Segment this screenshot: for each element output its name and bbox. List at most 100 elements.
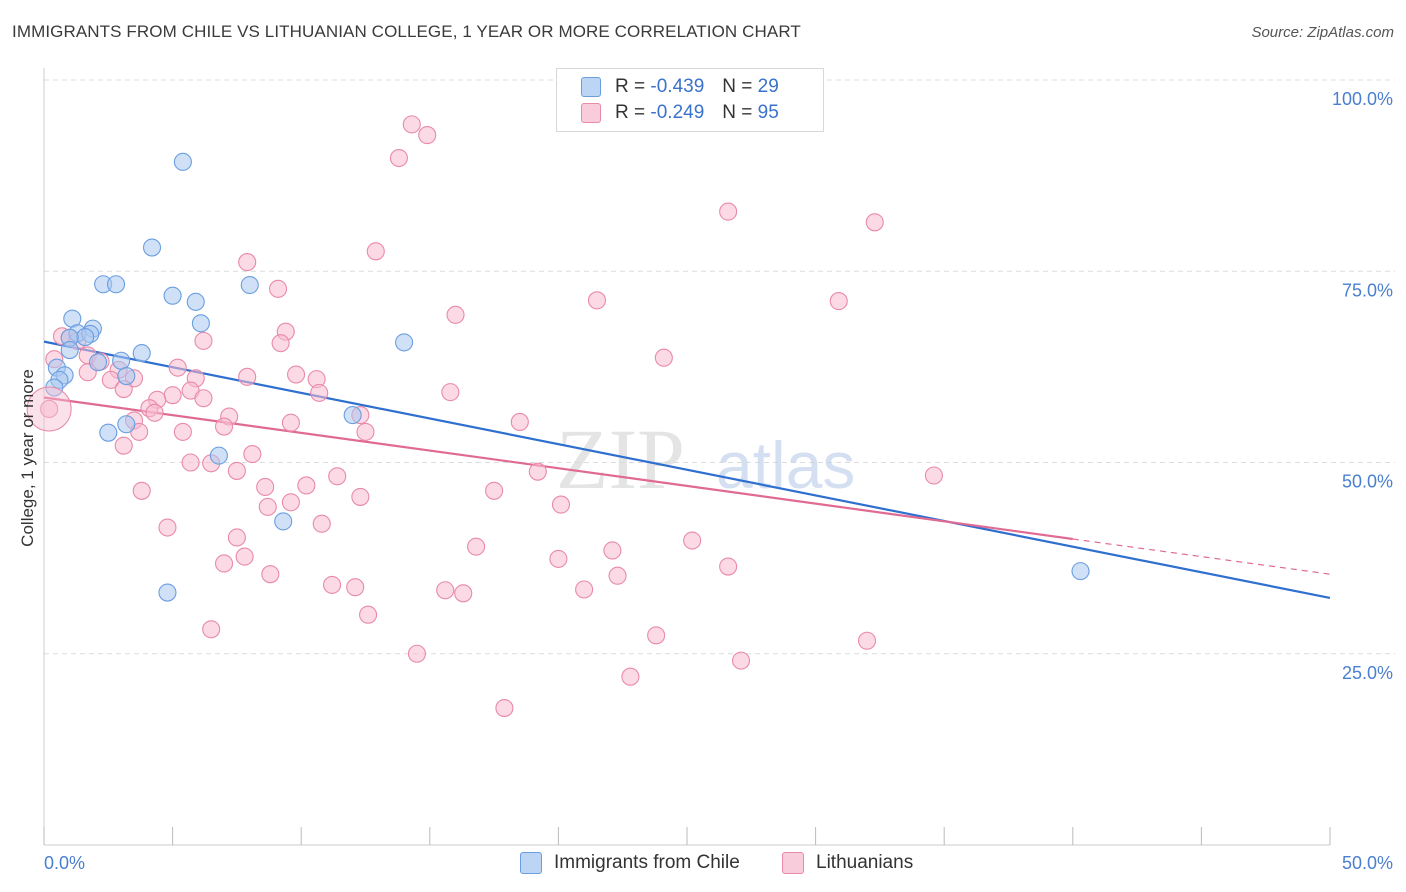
lithuanian-point [158, 518, 177, 537]
chile-point [117, 367, 136, 386]
lithuanian-point [857, 631, 877, 650]
lithuanian-point [510, 412, 529, 432]
lithuanian-point [243, 445, 262, 464]
lithuanian-point [194, 331, 213, 350]
lithuanian-trend-extension [1072, 538, 1331, 575]
lithuanian-point [132, 481, 151, 500]
lithuanian-point [312, 514, 331, 533]
lithuanian-point [323, 575, 342, 594]
tick-labels: 100.0% 75.0% 50.0% 25.0% 0.0% 50.0% [44, 89, 1393, 873]
chile-point [60, 340, 79, 360]
lithuanian-point [168, 358, 187, 377]
legend-r-label: R = [615, 76, 646, 97]
lithuanian-point [402, 115, 421, 134]
lithuanian-point [346, 578, 365, 597]
stats-legend: R = -0.439 N = 29 R = -0.249 N = 95 [556, 68, 824, 132]
chile-point [88, 353, 108, 372]
lithuanian-point [549, 549, 568, 568]
lithuanian-point [528, 462, 547, 481]
data-points [26, 115, 1090, 718]
chile-point [99, 423, 118, 442]
lithuanian-cluster [26, 386, 72, 432]
chile-point [209, 446, 228, 465]
lithuanian-point [163, 386, 182, 405]
lithuanian-point [608, 566, 627, 585]
lithuanian-point [261, 565, 280, 584]
lithuanian-point [281, 493, 300, 512]
lithuanian-point [145, 403, 164, 422]
chile-point [112, 351, 131, 370]
lithuanian-point [366, 242, 385, 261]
bottom-swatch-lithuanians [782, 852, 804, 874]
legend-swatch-lithuanians [581, 103, 601, 123]
trend-lines [43, 340, 1331, 599]
y-tick-label: 75.0% [1342, 280, 1393, 300]
lithuanian-point [683, 531, 702, 550]
lithuanian-point [359, 605, 378, 624]
legend-r-value: -0.249 [650, 102, 705, 123]
lithuanian-point [235, 547, 254, 566]
x-tick-label-max: 50.0% [1342, 853, 1393, 873]
lithuanian-point [310, 383, 329, 402]
lithuanian-point [719, 557, 738, 576]
lithuanian-point [238, 253, 257, 272]
chile-trend-line [43, 340, 1331, 599]
bottom-legend-lithuanians-label: Lithuanians [816, 852, 914, 873]
legend-n-value: 95 [757, 102, 779, 123]
lithuanian-point [328, 467, 347, 486]
lithuanian-point [114, 436, 133, 455]
lithuanian-point [719, 202, 738, 221]
chile-point [186, 292, 205, 311]
lithuanian-point [269, 279, 288, 298]
y-tick-label: 25.0% [1342, 663, 1393, 683]
chile-point [117, 415, 136, 434]
bottom-legend-lithuanians: Lithuanians [782, 852, 913, 874]
lithuanian-point [485, 481, 504, 500]
lithuanian-point [621, 667, 640, 686]
legend-n-value: 29 [757, 76, 779, 97]
chile-point [240, 275, 259, 295]
lithuanian-point [202, 620, 221, 639]
legend-row-lithuanians: R = -0.249 N = 95 [581, 100, 779, 126]
chile-point [106, 275, 126, 294]
lithuanian-point [495, 699, 514, 718]
legend-swatch-chile [581, 77, 601, 97]
chart-title: IMMIGRANTS FROM CHILE VS LITHUANIAN COLL… [12, 22, 801, 41]
lithuanian-point [271, 334, 290, 353]
chile-point [76, 327, 95, 347]
legend-r-label: R = [615, 102, 646, 123]
lithuanian-point [227, 528, 246, 547]
lithuanian-point [287, 365, 306, 384]
lithuanian-point [436, 581, 455, 600]
chile-point [158, 583, 177, 602]
lithuanian-point [654, 348, 673, 367]
axes [43, 68, 1331, 846]
lithuanian-point [238, 367, 257, 386]
lithuanian-point [575, 580, 594, 599]
legend-n-label: N = [722, 76, 753, 97]
chile-point [142, 238, 162, 257]
lithuanian-point [647, 626, 666, 645]
y-axis-label: College, 1 year or more [18, 369, 37, 547]
chile-point [1071, 562, 1090, 581]
lithuanian-point [256, 477, 275, 497]
lithuanian-point [829, 292, 848, 311]
legend-r-value: -0.439 [650, 76, 705, 97]
chile-point [343, 406, 362, 425]
lithuanian-point [446, 305, 465, 324]
lithuanian-point [351, 487, 370, 506]
lithuanian-point [454, 584, 473, 603]
lithuanian-point [356, 422, 375, 441]
lithuanian-point [297, 476, 316, 495]
bottom-legend-chile: Immigrants from Chile [520, 852, 740, 874]
lithuanian-point [407, 644, 426, 663]
lithuanian-point [214, 417, 234, 436]
lithuanian-point [418, 126, 437, 145]
lithuanian-point [603, 541, 622, 560]
chile-point [173, 152, 192, 171]
y-tick-label: 100.0% [1332, 89, 1393, 109]
lithuanian-point [40, 399, 59, 419]
chile-point [395, 333, 414, 352]
legend-row-chile: R = -0.439 N = 29 [581, 74, 779, 100]
